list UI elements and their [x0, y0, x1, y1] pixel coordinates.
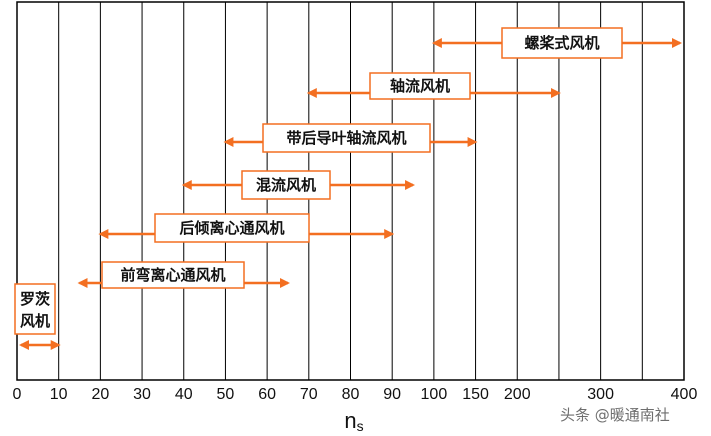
- fan-label-box: [369, 72, 471, 100]
- fan-label-box: [154, 213, 310, 243]
- x-tick-label: 70: [300, 386, 318, 403]
- fan-label-box: [501, 27, 623, 59]
- fan-label-box: [14, 283, 56, 335]
- x-tick-label: 150: [462, 386, 489, 403]
- x-axis-title-sub: s: [357, 418, 364, 434]
- x-tick-label: 80: [342, 386, 360, 403]
- fan-label-text: 轴流风机: [390, 77, 450, 95]
- x-tick-label: 300: [587, 386, 614, 403]
- x-tick-label: 400: [671, 386, 698, 403]
- fan-label-box: [262, 123, 431, 153]
- grid-lines: [16, 1, 685, 381]
- fan-label-text: 风机: [20, 312, 50, 330]
- x-tick-label: 100: [421, 386, 448, 403]
- x-tick-label: 40: [175, 386, 193, 403]
- x-axis-title: ns: [344, 408, 363, 434]
- x-tick-label: 50: [217, 386, 235, 403]
- fan-label-text: 前弯离心通风机: [120, 266, 225, 284]
- fan-label-text: 混流风机: [256, 176, 316, 194]
- x-axis-ticks: 0 10 20 30 40 50 60 70 80 90 100 150 200 300 400: [13, 386, 698, 403]
- x-tick-label: 90: [383, 386, 401, 403]
- x-tick-label: 30: [133, 386, 151, 403]
- watermark: 头条 @暖通南社: [560, 406, 670, 424]
- fan-label-box: [101, 261, 245, 289]
- x-tick-label: 60: [258, 386, 276, 403]
- x-axis-title-main: n: [344, 408, 356, 433]
- fan-label-text: 带后导叶轴流风机: [286, 129, 406, 147]
- fan-label-text: 后倾离心通风机: [179, 219, 284, 237]
- x-tick-label: 20: [91, 386, 109, 403]
- x-tick-label: 200: [504, 386, 531, 403]
- x-tick-label: 0: [13, 386, 22, 403]
- fan-label-text: 罗茨: [20, 290, 50, 308]
- fan-label-box: [241, 170, 331, 200]
- x-tick-label: 10: [50, 386, 68, 403]
- fan-label-text: 螺桨式风机: [524, 34, 599, 52]
